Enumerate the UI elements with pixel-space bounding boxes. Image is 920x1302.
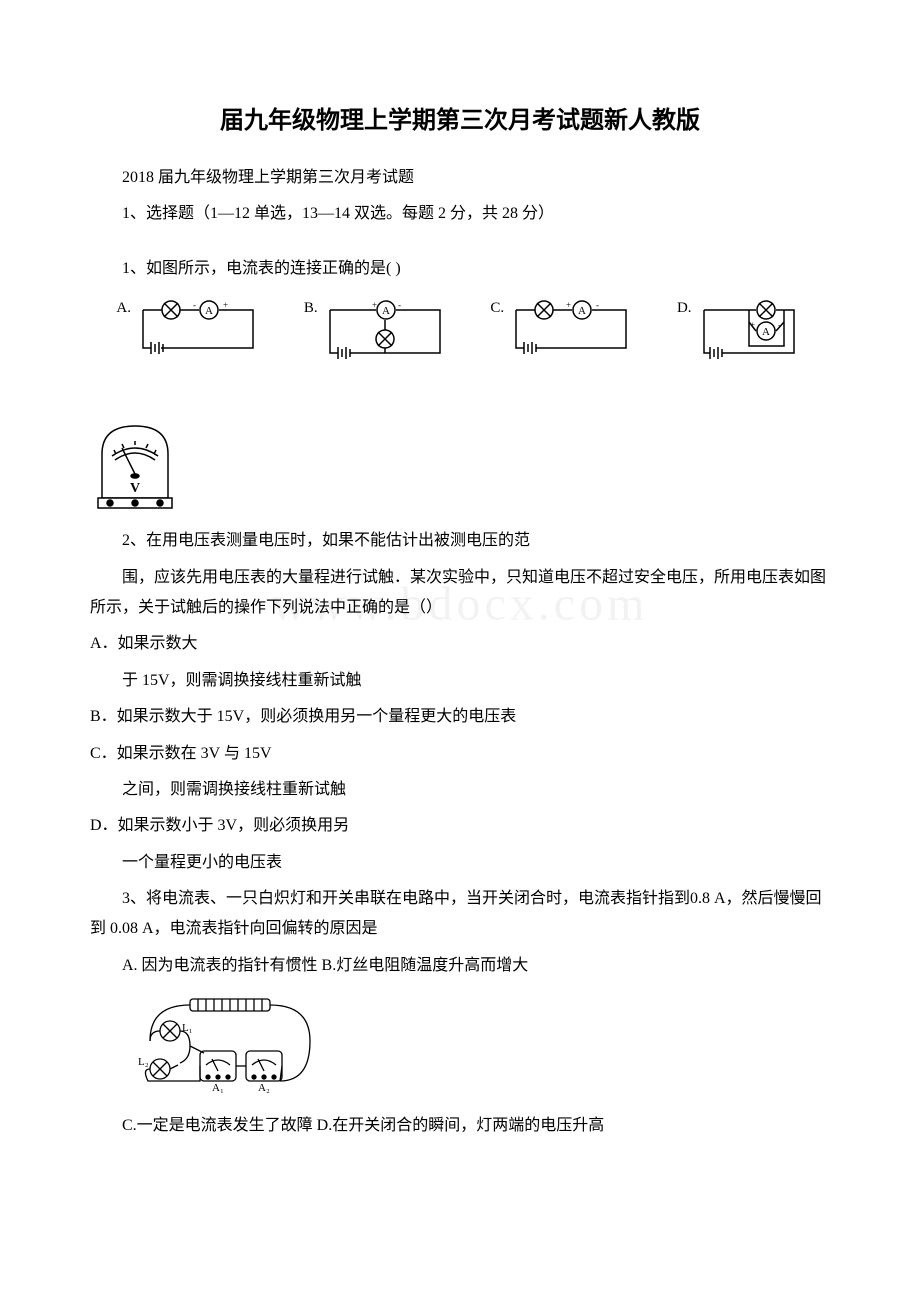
voltmeter-diagram: V [90, 416, 830, 516]
q2-option-c2: 之间，则需调换接线柱重新试触 [90, 775, 830, 805]
q2-option-c: C．如果示数在 3V 与 15V [90, 739, 830, 769]
q3-option-ab: A. 因为电流表的指针有惯性 B.灯丝电阻随温度升高而增大 [90, 951, 830, 981]
lamp-circuit-diagram: L₁ L₂ A₁ [130, 991, 830, 1101]
subtitle: 2018 届九年级物理上学期第三次月考试题 [90, 163, 830, 193]
svg-text:A: A [382, 305, 390, 317]
page-title: 届九年级物理上学期第三次月考试题新人教版 [90, 100, 830, 135]
page-content: 届九年级物理上学期第三次月考试题新人教版 2018 届九年级物理上学期第三次月考… [90, 100, 830, 1142]
circuit-a-svg: A - + [133, 298, 263, 358]
svg-text:A₂: A₂ [258, 1082, 270, 1094]
question-3-line1: 3、将电流表、一只白炽灯和开关串联在电路中，当开关闭合时，电流表指针指到0.8 … [90, 884, 830, 945]
svg-text:-: - [596, 300, 599, 310]
svg-text:+: + [372, 300, 377, 310]
q2-option-d: D．如果示数小于 3V，则必须换用另 [90, 811, 830, 841]
label-d: D. [677, 300, 692, 317]
q3-option-cd: C.一定是电流表发生了故障 D.在开关闭合的瞬间，灯两端的电压升高 [90, 1111, 830, 1141]
svg-text:A: A [578, 305, 586, 317]
label-c: C. [490, 300, 504, 317]
label-b: B. [304, 300, 318, 317]
circuit-a: A. A - + [116, 298, 263, 358]
q2-option-b: B．如果示数大于 15V，则必须换用另一个量程更大的电压表 [90, 702, 830, 732]
circuit-d-svg: A + - [694, 298, 804, 368]
circuit-d: D. A + [677, 298, 804, 368]
q2-option-d2: 一个量程更小的电压表 [90, 848, 830, 878]
circuit-c: C. A + - [490, 298, 636, 358]
svg-text:L₂: L₂ [138, 1056, 149, 1068]
circuit-diagrams-row: A. A - + [90, 298, 830, 368]
svg-text:A: A [762, 326, 770, 338]
svg-text:+: + [566, 300, 571, 310]
circuit-b: B. A + - [304, 298, 450, 368]
label-a: A. [116, 300, 131, 317]
circuit-c-svg: A + - [506, 298, 636, 358]
svg-text:-: - [193, 300, 196, 310]
question-1: 1、如图所示，电流表的连接正确的是( ) [90, 254, 830, 284]
svg-text:A: A [205, 305, 213, 317]
svg-text:+: + [223, 300, 228, 310]
svg-text:-: - [398, 300, 401, 310]
q2-option-a1: A．如果示数大 [90, 629, 830, 659]
svg-text:A₁: A₁ [212, 1082, 224, 1094]
circuit-b-svg: A + - [320, 298, 450, 368]
question-2-line2: 围，应该先用电压表的大量程进行试触．某次实验中，只知道电压不超过安全电压，所用电… [90, 563, 830, 624]
svg-text:V: V [130, 481, 140, 496]
q2-option-a2: 于 15V，则需调换接线柱重新试触 [90, 666, 830, 696]
section-heading: 1、选择题（1—12 单选，13—14 双选。每题 2 分，共 28 分） [90, 199, 830, 229]
question-2-line1: 2、在用电压表测量电压时，如果不能估计出被测电压的范 [90, 526, 830, 556]
